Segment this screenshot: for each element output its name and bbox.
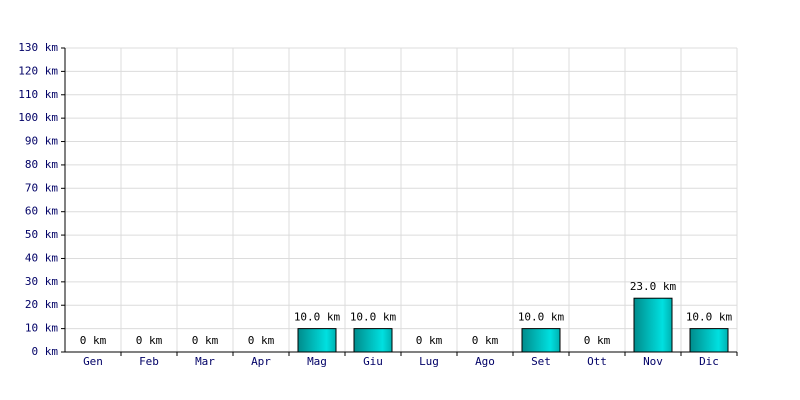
y-tick-label: 50 km bbox=[25, 228, 58, 241]
bar bbox=[521, 328, 561, 353]
data-label: 0 km bbox=[80, 334, 107, 347]
bar bbox=[297, 328, 337, 353]
data-label: 10.0 km bbox=[294, 311, 341, 324]
y-tick-label: 40 km bbox=[25, 251, 58, 264]
y-tick-label: 70 km bbox=[25, 181, 58, 194]
y-tick-label: 100 km bbox=[18, 111, 58, 124]
bar bbox=[633, 297, 673, 353]
data-label: 0 km bbox=[584, 334, 611, 347]
x-tick-label: Feb bbox=[139, 355, 159, 368]
x-tick-label: Giu bbox=[363, 355, 383, 368]
data-label: 10.0 km bbox=[350, 311, 397, 324]
bar bbox=[689, 328, 729, 353]
x-tick-label: Ago bbox=[475, 355, 495, 368]
x-tick-label: Ott bbox=[587, 355, 607, 368]
data-label: 0 km bbox=[472, 334, 499, 347]
bar bbox=[353, 328, 393, 353]
y-tick-label: 60 km bbox=[25, 205, 58, 218]
y-tick-label: 0 km bbox=[32, 345, 59, 358]
x-tick-label: Nov bbox=[643, 355, 663, 368]
data-label: 10.0 km bbox=[686, 311, 733, 324]
x-tick-label: Mar bbox=[195, 355, 215, 368]
x-tick-label: Set bbox=[531, 355, 551, 368]
data-label: 0 km bbox=[136, 334, 163, 347]
y-tick-label: 10 km bbox=[25, 322, 58, 335]
x-tick-label: Mag bbox=[307, 355, 327, 368]
data-label: 0 km bbox=[248, 334, 275, 347]
x-tick-label: Apr bbox=[251, 355, 271, 368]
data-label: 0 km bbox=[192, 334, 219, 347]
y-tick-label: 90 km bbox=[25, 135, 58, 148]
y-tick-label: 110 km bbox=[18, 88, 58, 101]
x-tick-label: Lug bbox=[419, 355, 439, 368]
y-tick-label: 80 km bbox=[25, 158, 58, 171]
y-tick-label: 20 km bbox=[25, 298, 58, 311]
y-tick-label: 120 km bbox=[18, 64, 58, 77]
x-tick-label: Dic bbox=[699, 355, 719, 368]
y-tick-label: 30 km bbox=[25, 275, 58, 288]
data-label: 0 km bbox=[416, 334, 443, 347]
data-label: 10.0 km bbox=[518, 311, 565, 324]
data-label: 23.0 km bbox=[630, 280, 677, 293]
x-tick-label: Gen bbox=[83, 355, 103, 368]
y-tick-label: 130 km bbox=[18, 41, 58, 54]
